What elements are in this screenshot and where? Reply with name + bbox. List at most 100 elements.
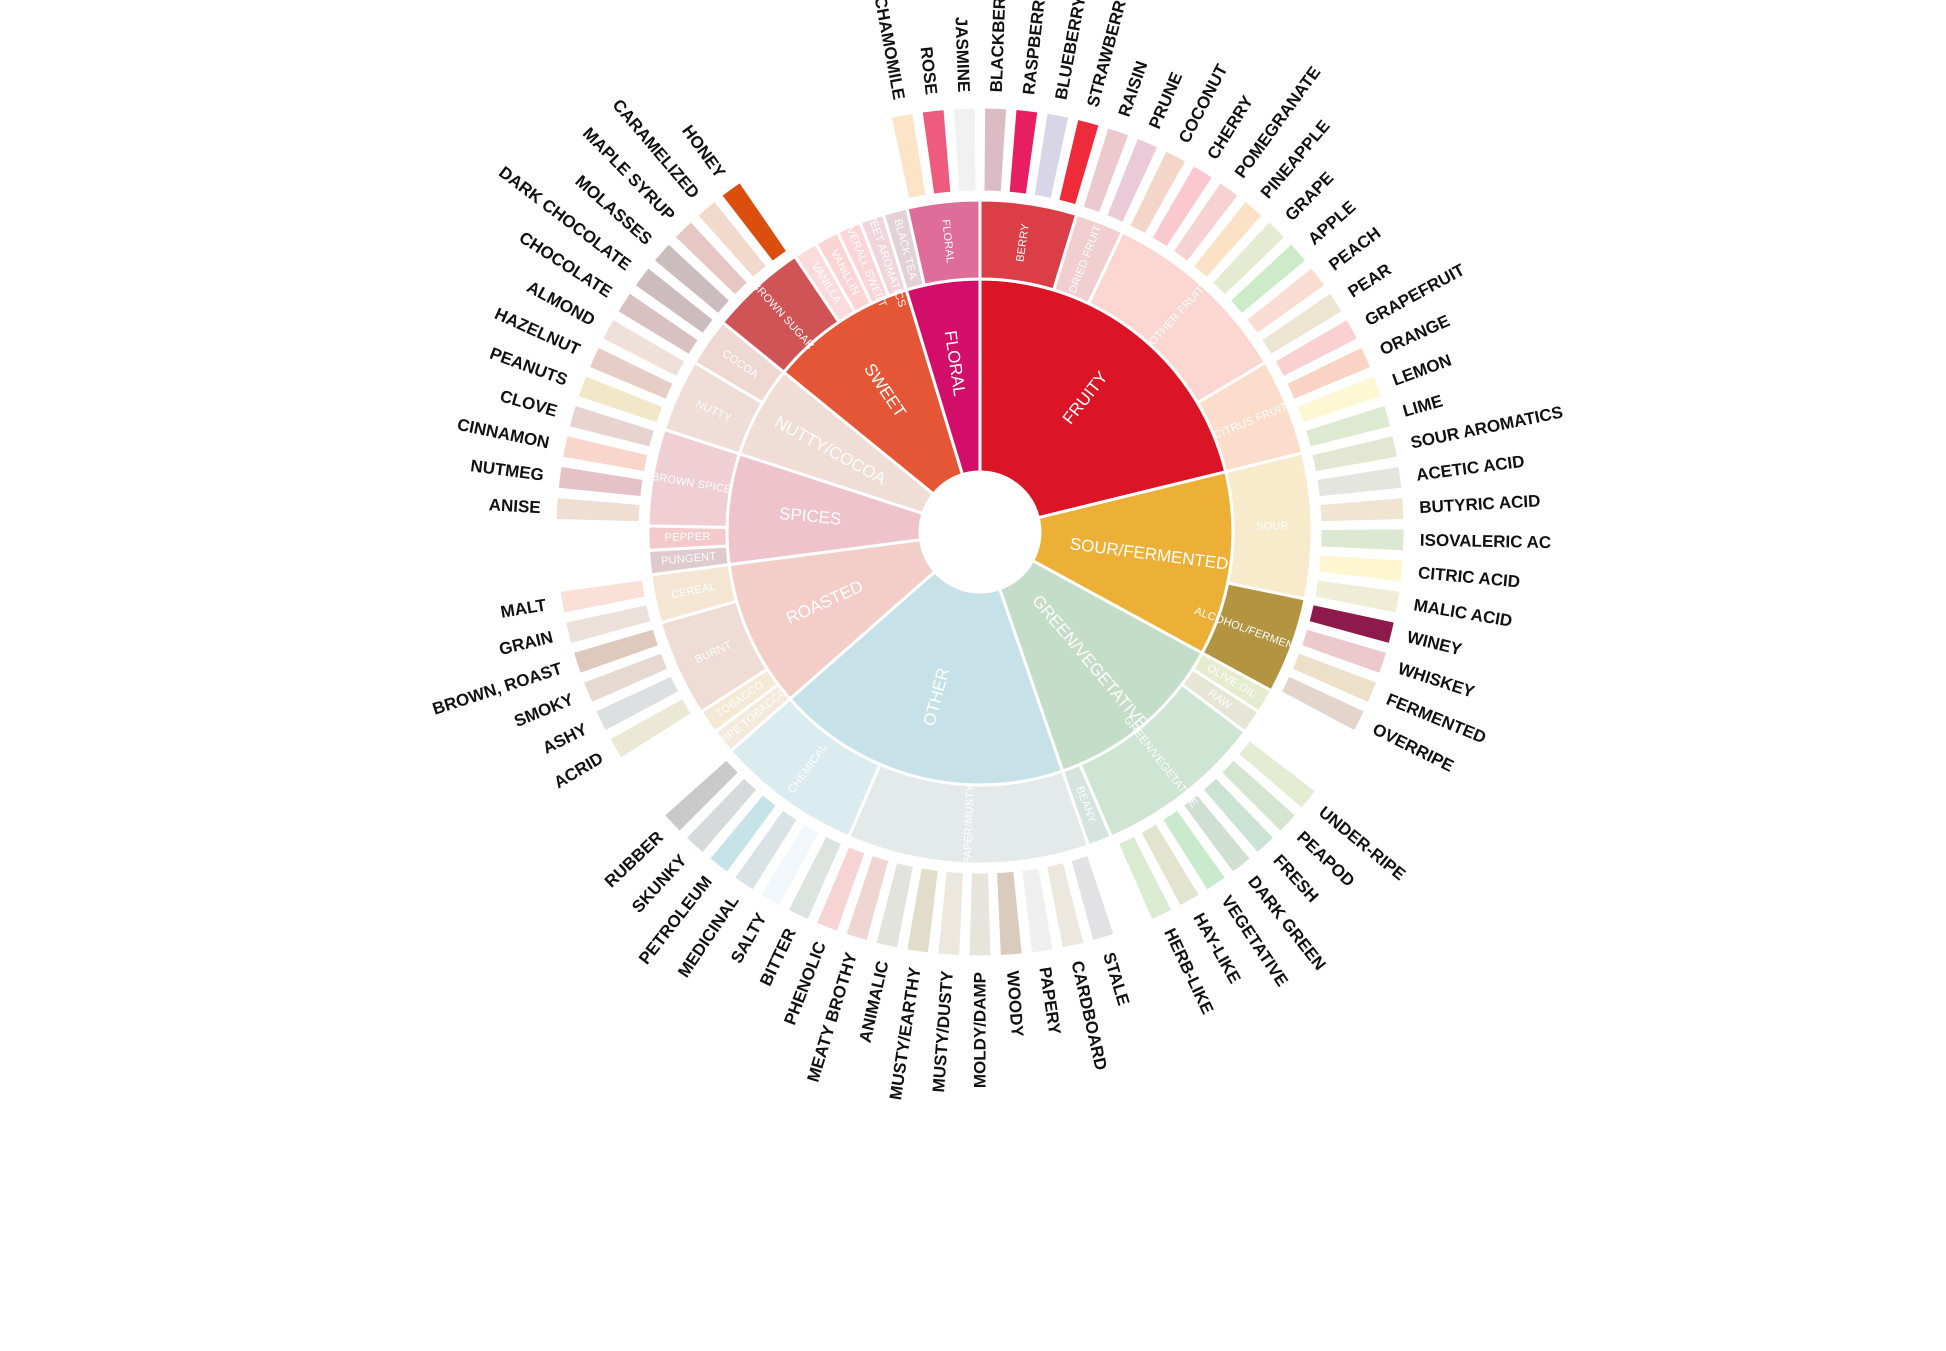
segment-honey	[718, 179, 791, 265]
ring-categories	[725, 277, 1235, 787]
label-ashy: ASHY	[540, 719, 591, 757]
segment-petroleum	[706, 791, 780, 876]
segment-clove	[566, 402, 658, 451]
segment-acrid	[606, 695, 695, 762]
label-whiskey: WHISKEY	[1396, 659, 1478, 702]
label-jasmine: JASMINE	[951, 16, 973, 92]
label-nutmeg: NUTMEG	[469, 456, 545, 484]
label-raspberry: RASPBERRY	[1019, 0, 1050, 96]
segment-dark-green	[1180, 791, 1254, 876]
segment-whiskey	[1298, 626, 1390, 677]
segment-acetic-acid	[1314, 463, 1405, 500]
segment-malt	[557, 577, 649, 616]
segment-under-ripe	[1235, 737, 1320, 812]
label-smoky: SMOKY	[511, 689, 577, 730]
segment-papery	[1018, 865, 1057, 956]
segment-phenolic	[813, 843, 869, 935]
segment-raisin	[1080, 124, 1132, 216]
ring-descriptors	[553, 105, 1407, 959]
ring-subcategories	[646, 198, 1314, 866]
segment-cardboard	[1043, 859, 1087, 951]
segment-prune	[1103, 135, 1162, 226]
label-paper-musty: PAPER/MUSTY	[962, 784, 977, 865]
segment-blackberry	[981, 105, 1010, 195]
segment-ashy	[592, 672, 683, 735]
segment-strawberry	[1055, 116, 1103, 208]
label-raisin: RAISIN	[1115, 59, 1152, 120]
label-clove: CLOVE	[498, 386, 560, 420]
segment-pear	[1258, 289, 1346, 358]
segment-woody	[993, 868, 1025, 959]
label-cardboard: CARDBOARD	[1068, 959, 1111, 1072]
segment-grapefruit	[1271, 316, 1361, 380]
segment-cherry	[1148, 162, 1216, 251]
label-acetic-acid: ACETIC ACID	[1415, 452, 1525, 485]
segment-molasses	[650, 240, 734, 318]
label-animalic: ANIMALIC	[856, 959, 893, 1044]
label-caramelized: CARAMELIZED	[609, 96, 703, 203]
segment-coconut	[1126, 147, 1190, 238]
segment-herb-like	[1115, 832, 1176, 923]
segment-jasmine	[950, 105, 979, 195]
label-pungent: PUNGENT	[661, 550, 717, 567]
label-pepper: PEPPER	[665, 531, 711, 544]
segment-orange	[1283, 343, 1374, 403]
label-cinnamon: CINNAMON	[456, 415, 551, 452]
segment-pomegranate	[1169, 179, 1242, 265]
segment-grape	[1209, 218, 1289, 299]
segment-dark-chocolate	[631, 264, 717, 337]
segment-overripe	[1277, 672, 1368, 735]
segment-fermented	[1288, 649, 1380, 706]
segment-caramelized	[694, 197, 770, 281]
segment-butyric-acid	[1317, 494, 1407, 525]
segment-medicinal	[731, 806, 801, 894]
segment-almond	[599, 316, 689, 380]
label-papery: PAPERY	[1035, 966, 1064, 1037]
label-berry: BERRY	[1014, 222, 1032, 263]
label-moldy-damp: MOLDY/DAMP	[971, 972, 990, 1088]
label-isovaleric-ac: ISOVALERIC AC	[1420, 531, 1552, 552]
segment-lemon	[1293, 372, 1385, 427]
label-woody: WOODY	[1003, 970, 1027, 1038]
label-chamomile: CHAMOMILE	[871, 0, 909, 101]
segment-hay-like	[1137, 820, 1203, 910]
segment-fresh	[1199, 774, 1278, 857]
label-musty-dusty: MUSTY/DUSTY	[929, 969, 957, 1093]
segment-lime	[1302, 402, 1394, 451]
label-winey: WINEY	[1405, 627, 1464, 659]
label-butyric-acid: BUTYRIC ACID	[1419, 491, 1541, 517]
label-rose: ROSE	[917, 46, 941, 96]
label-sour: SOUR	[1256, 520, 1289, 533]
segment-nutmeg	[555, 463, 646, 500]
segment-malic-acid	[1311, 577, 1403, 616]
segment-animalic	[873, 859, 917, 951]
label-maple-syrup: MAPLE SYRUP	[579, 124, 679, 225]
label-prune: PRUNE	[1145, 69, 1186, 131]
segment-peach	[1243, 264, 1329, 337]
segment-isovaleric-ac	[1318, 526, 1407, 554]
segment-peapod	[1218, 756, 1299, 835]
label-malt: MALT	[499, 595, 548, 621]
segment-citric-acid	[1315, 552, 1406, 585]
segment-meaty-brothy	[842, 852, 892, 944]
segment-pineapple	[1190, 197, 1266, 281]
segment-hazelnut	[586, 343, 677, 403]
segment-peanuts	[575, 372, 667, 427]
segment-vegetative	[1159, 806, 1229, 894]
segment-winey	[1305, 601, 1398, 647]
segment-chamomile	[888, 110, 929, 202]
label-salty: SALTY	[727, 909, 771, 966]
label-stale: STALE	[1099, 950, 1133, 1008]
label-acrid: ACRID	[551, 749, 607, 793]
segment-grain	[562, 601, 655, 647]
label-grain: GRAIN	[497, 627, 555, 658]
segment-rose	[919, 106, 954, 197]
segment-skunky	[682, 774, 761, 857]
segment-brown-roast	[570, 626, 662, 677]
label-floral: FLORAL	[939, 219, 956, 264]
segment-floral-floral	[905, 198, 982, 287]
segment-stale	[1068, 852, 1118, 944]
segment-cinnamon	[559, 432, 651, 475]
label-lime: LIME	[1401, 391, 1445, 420]
